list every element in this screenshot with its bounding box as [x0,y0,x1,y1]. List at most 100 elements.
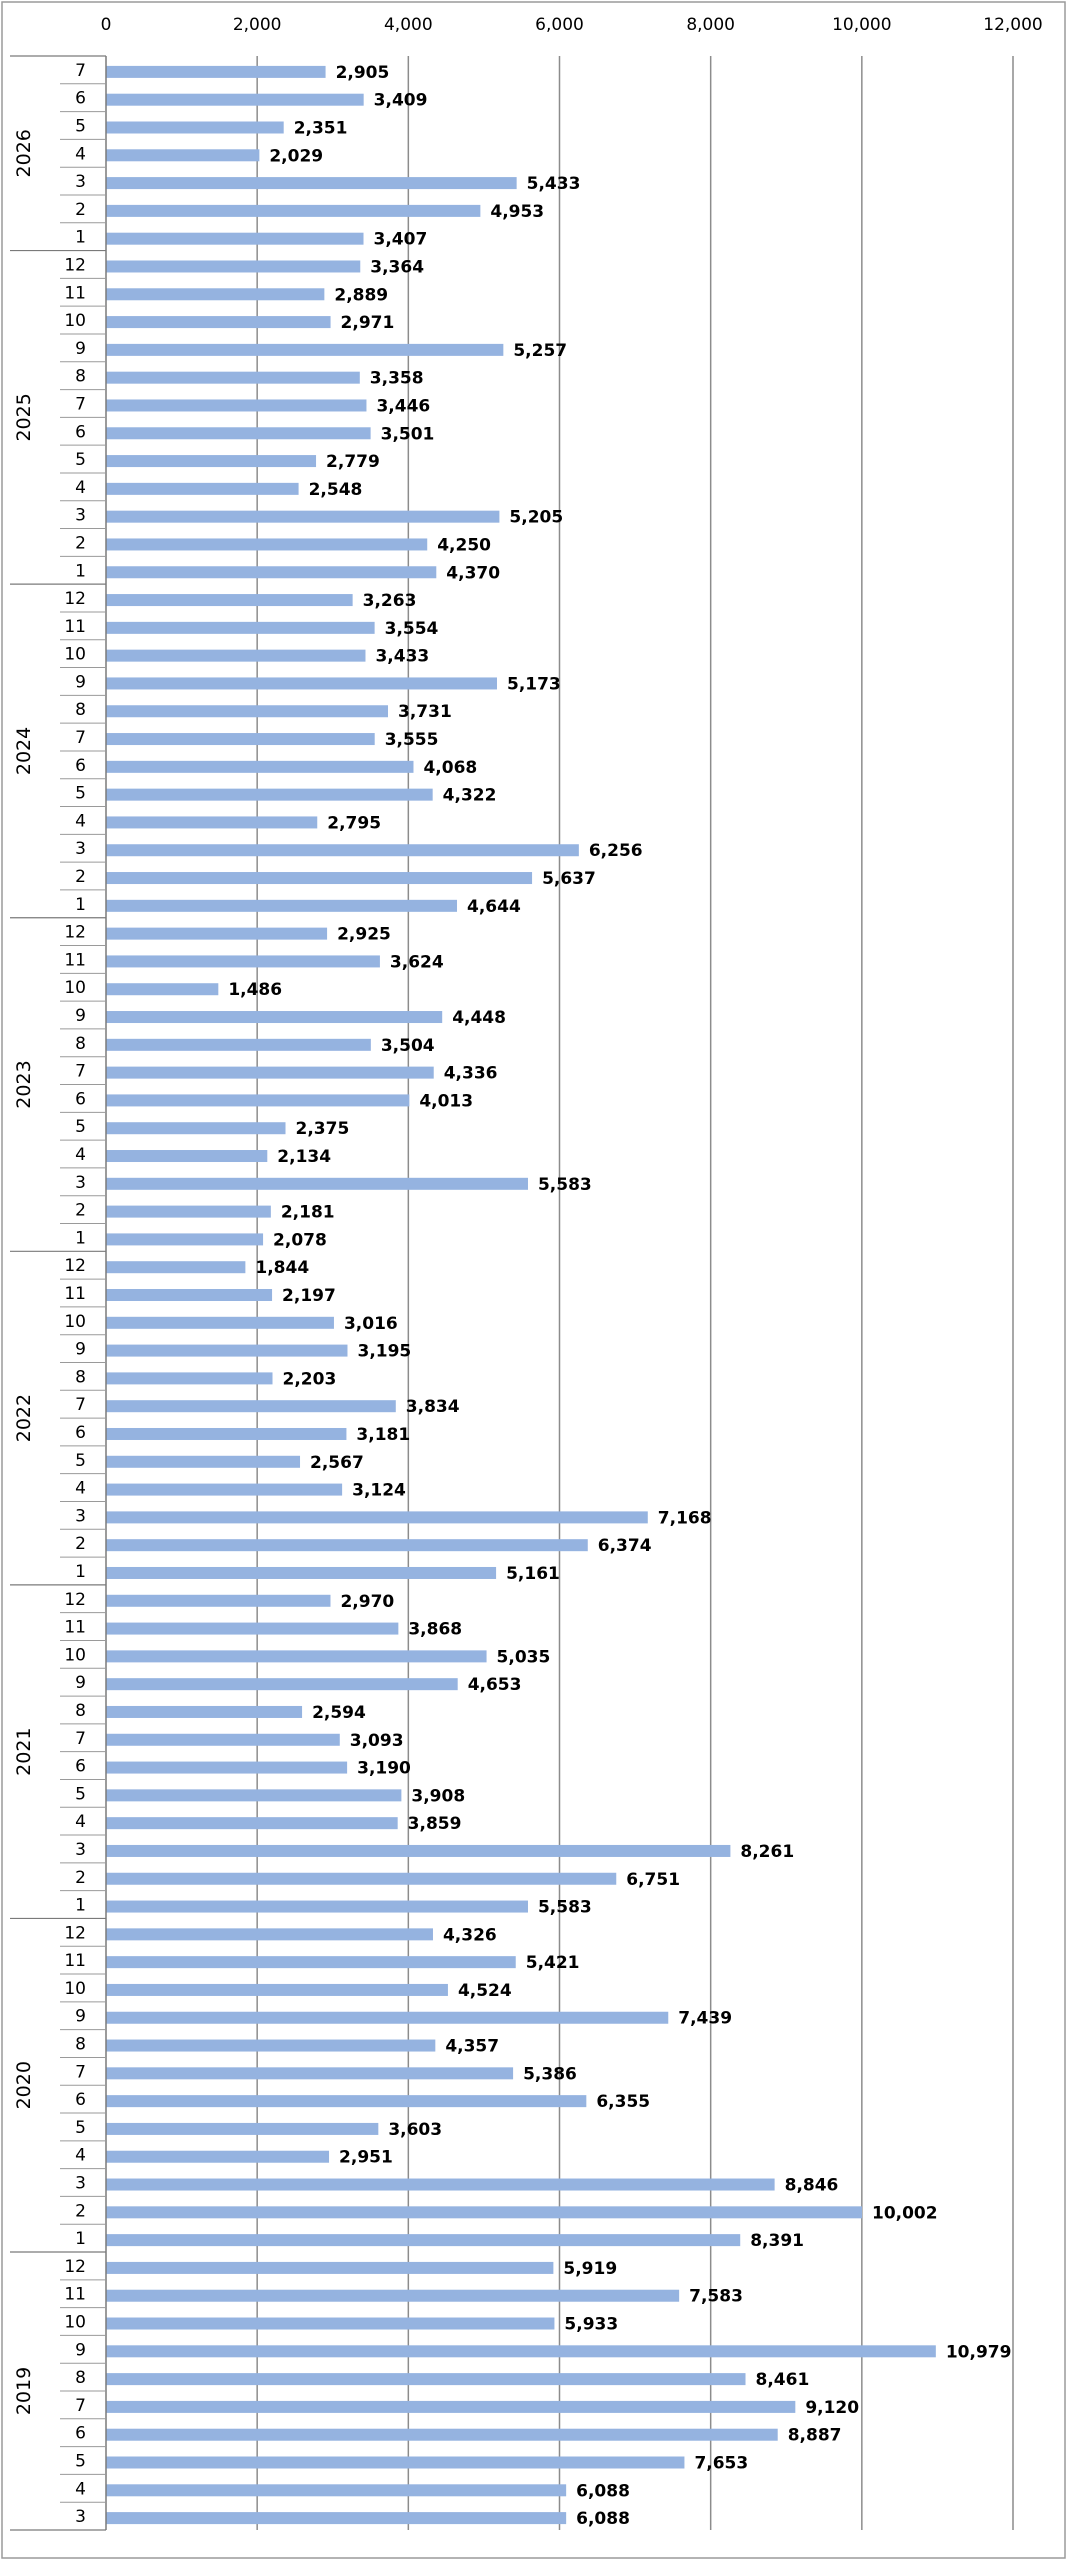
bar-value-label: 5,386 [523,2064,577,2084]
bar-value-label: 3,868 [408,1620,462,1640]
bar [106,2456,685,2469]
bar [106,649,366,662]
bar-value-label: 2,795 [327,813,381,833]
month-label: 1 [75,895,86,915]
month-label: 5 [75,116,86,136]
bar [106,1872,617,1885]
bar-value-label: 3,501 [381,424,435,444]
bar-value-label: 4,336 [444,1064,498,1084]
bar-value-label: 4,068 [423,758,477,778]
month-label: 6 [75,422,86,442]
bar [106,2178,775,2191]
month-label: 9 [75,1673,86,1693]
x-tick-label: 6,000 [535,15,584,35]
bar-value-label: 8,887 [788,2426,842,2446]
month-label: 11 [64,1618,86,1638]
bar-value-label: 2,970 [340,1592,394,1612]
bar [106,2039,436,2052]
bar-value-label: 4,322 [443,786,497,806]
bar [106,1789,402,1802]
bar [106,1733,340,1746]
month-label: 4 [75,2146,86,2166]
bar [106,1066,434,1079]
bar-value-label: 1,844 [255,1258,309,1278]
bar [106,1344,348,1357]
month-label: 1 [75,2229,86,2249]
month-label: 6 [75,1757,86,1777]
month-label: 7 [75,1729,86,1749]
bar [106,1261,246,1274]
bar [106,2122,379,2135]
year-label: 2023 [13,1060,35,1108]
bar [106,149,260,162]
month-label: 10 [64,2313,86,2333]
bar [106,594,353,607]
bar-value-label: 7,583 [689,2287,743,2307]
month-label: 4 [75,2479,86,2499]
bar [106,204,481,217]
bar-value-label: 2,029 [269,146,323,166]
bar-value-label: 2,889 [334,285,388,305]
bar [106,2261,554,2274]
month-label: 2 [75,2201,86,2221]
bar-value-label: 3,555 [385,730,439,750]
month-label: 5 [75,2452,86,2472]
bar [106,1289,273,1301]
year-label: 2025 [13,393,35,441]
bar-value-label: 2,375 [296,1119,350,1139]
month-label: 1 [75,228,86,248]
bar-value-label: 5,421 [526,1953,580,1973]
month-label: 6 [75,2090,86,2110]
bar-value-label: 3,731 [398,702,452,722]
bar [106,1928,433,1941]
month-label: 6 [75,756,86,776]
bar-value-label: 3,859 [408,1814,462,1834]
bar-value-label: 10,002 [872,2203,938,2223]
bar [106,399,367,412]
month-label: 4 [75,478,86,498]
month-label: 11 [64,2285,86,2305]
bar-value-label: 3,364 [370,257,424,277]
month-label: 2 [75,1201,86,1221]
bar-value-label: 8,391 [750,2231,804,2251]
bar [106,1844,731,1857]
bar [106,1177,528,1190]
bar-value-label: 3,016 [344,1314,398,1334]
month-label: 12 [64,589,86,609]
bar [106,1233,264,1246]
bar [106,1678,458,1691]
bar [106,1511,648,1524]
month-label: 9 [75,2340,86,2360]
month-label: 10 [64,1645,86,1665]
month-label: 8 [75,1034,86,1054]
bar-value-label: 8,846 [785,2176,839,2196]
bar [106,1038,371,1051]
month-label: 5 [75,450,86,470]
month-label: 11 [64,283,86,303]
month-label: 7 [75,728,86,748]
bar [106,177,517,190]
month-label: 11 [64,1951,86,1971]
month-label: 6 [75,1089,86,1109]
bar-value-label: 3,908 [411,1786,465,1806]
month-label: 12 [64,1923,86,1943]
x-tick-label: 12,000 [983,15,1042,35]
month-label: 7 [75,2062,86,2082]
bar [106,1817,398,1830]
bar-value-label: 5,161 [506,1564,560,1584]
bar [106,1205,271,1218]
month-label: 9 [75,672,86,692]
bar-value-label: 4,644 [467,897,521,917]
bar-value-label: 4,370 [446,563,500,583]
bar [106,482,299,495]
month-label: 1 [75,1562,86,1582]
bar [106,232,364,245]
bar [106,1761,348,1774]
bar [106,2428,778,2441]
bar-value-label: 2,905 [336,63,390,83]
bar-value-label: 3,407 [374,230,428,250]
month-label: 9 [75,2007,86,2027]
bar-value-label: 4,448 [452,1008,506,1028]
bar [106,288,325,301]
